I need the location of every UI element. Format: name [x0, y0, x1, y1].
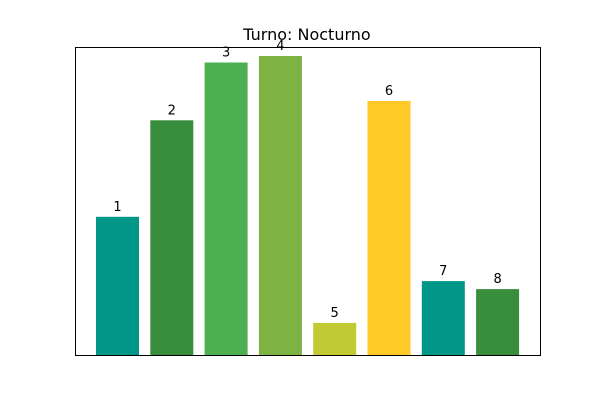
bar-2 [150, 120, 194, 355]
bar-8 [476, 289, 520, 355]
bar-label-6: 6 [385, 84, 393, 99]
bar-4 [258, 56, 302, 355]
bar-3 [204, 62, 248, 355]
chart-title: Turno: Nocturno [242, 25, 370, 44]
bar-5 [313, 322, 357, 355]
plot-frame [75, 47, 541, 356]
bar-label-4: 4 [276, 39, 284, 54]
bar-label-1: 1 [113, 200, 121, 215]
bar-7 [421, 281, 465, 355]
bar-label-8: 8 [493, 272, 501, 287]
bar-labels-group: 1 2 3 4 5 6 7 8 [113, 39, 501, 321]
bar-label-5: 5 [331, 306, 339, 321]
bar-label-3: 3 [222, 46, 230, 61]
bar-label-7: 7 [439, 264, 447, 279]
bars-group [96, 56, 520, 355]
bar-6 [367, 101, 411, 355]
bar-label-2: 2 [168, 103, 176, 118]
bar-1 [96, 216, 139, 355]
